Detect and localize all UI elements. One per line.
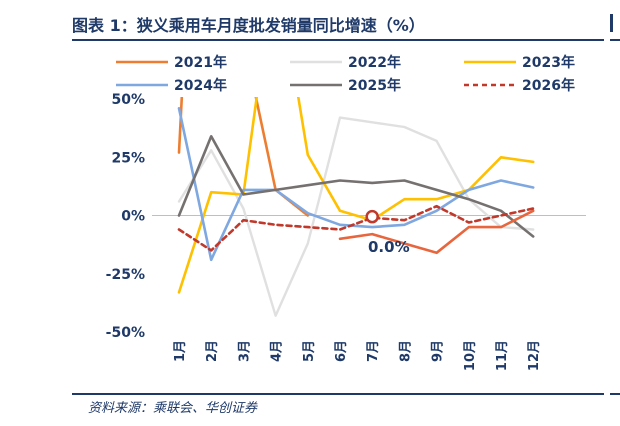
series-line-4 <box>177 135 535 238</box>
x-tick-label: 8月 <box>398 340 413 362</box>
legend-label-5: 2026年 <box>522 77 575 94</box>
x-tick-label: 10月 <box>463 340 478 371</box>
legend-label-3: 2024年 <box>174 77 227 94</box>
x-tick-label: 4月 <box>270 340 285 362</box>
x-tick-label: 11月 <box>495 340 510 371</box>
chart-legend: 2021年 2022年 2023年 2024年 2025年 2026年 <box>116 54 575 94</box>
y-tick-label: 25% <box>111 150 145 166</box>
title-rule <box>72 39 604 41</box>
x-tick-label: 2月 <box>205 340 220 362</box>
x-tick-label: 3月 <box>237 340 252 362</box>
annotation-layer: 0.0% <box>365 209 410 256</box>
x-axis: 1月 2月 3月 4月 5月 6月 7月 8月 9月 10月 11月 12月 <box>173 340 542 371</box>
series-line-2 <box>177 97 535 294</box>
legend-label-4: 2025年 <box>348 77 401 94</box>
legend-label-0: 2021年 <box>174 54 227 71</box>
y-tick-label: -50% <box>106 325 145 341</box>
y-tick-label: 0% <box>121 209 145 225</box>
edge-rule-bottom <box>610 393 620 395</box>
marker-label: 0.0% <box>368 238 410 256</box>
figure-title: 图表 1：狭义乘用车月度批发销量同比增速（%） <box>72 16 425 35</box>
edge-rule <box>610 39 620 41</box>
x-tick-label: 7月 <box>366 340 381 362</box>
series-line-3 <box>177 107 535 262</box>
x-tick-label: 6月 <box>334 340 349 362</box>
series-line-0 <box>177 97 310 217</box>
x-tick-label: 12月 <box>527 340 542 371</box>
x-tick-label: 9月 <box>431 340 446 362</box>
figure-source: 资料来源：乘联会、华创证券 <box>88 401 258 416</box>
highlight-marker <box>365 209 379 224</box>
y-tick-label: 50% <box>111 92 145 108</box>
plot-area <box>177 97 535 317</box>
bottom-rule <box>72 393 604 395</box>
x-tick-label: 1月 <box>173 340 188 362</box>
series-line-5 <box>177 204 535 252</box>
y-axis: 50% 25% 0% -25% -50% <box>106 92 586 341</box>
edge-mark <box>610 14 613 32</box>
highlight-line-0 <box>338 209 535 255</box>
legend-label-1: 2022年 <box>348 54 401 71</box>
legend-label-2: 2023年 <box>522 54 575 71</box>
y-tick-label: -25% <box>106 267 145 283</box>
x-tick-label: 5月 <box>302 340 317 362</box>
